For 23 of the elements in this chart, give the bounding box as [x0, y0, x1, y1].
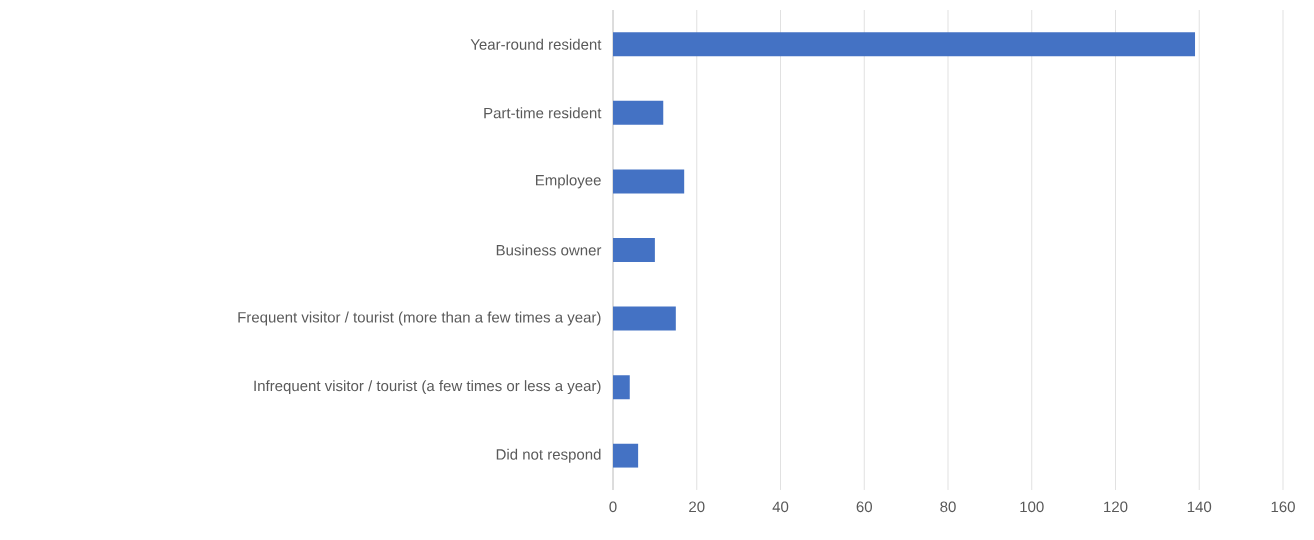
y-tick-label: Did not respond — [496, 448, 601, 463]
x-tick-label: 100 — [1020, 501, 1044, 513]
bar — [613, 32, 1196, 57]
bar — [613, 375, 630, 400]
x-tick-label: 160 — [1271, 501, 1295, 513]
y-tick-label: Year-round resident — [470, 38, 602, 50]
y-tick-label: Part-time resident — [484, 107, 602, 119]
x-tick-label: 80 — [940, 501, 956, 513]
bar — [613, 169, 685, 194]
x-tick-label: 60 — [856, 501, 872, 513]
y-tick-label: Business owner — [496, 244, 602, 256]
x-tick-label: 40 — [772, 501, 789, 513]
bar — [613, 443, 639, 468]
bar — [613, 238, 655, 262]
y-tick-label: Infrequent visitor / tourist (a few times or less a year) — [254, 380, 601, 395]
bar — [613, 306, 676, 331]
x-tick-label: 120 — [1104, 501, 1128, 513]
bar — [613, 100, 664, 125]
x-tick-label: 20 — [689, 501, 705, 513]
y-tick-label: Employee — [535, 174, 601, 189]
y-tick-label: Frequent visitor / tourist (more than a few times a year) — [238, 311, 601, 326]
x-tick-label: 0 — [609, 501, 617, 513]
x-tick-label: 140 — [1187, 501, 1212, 513]
